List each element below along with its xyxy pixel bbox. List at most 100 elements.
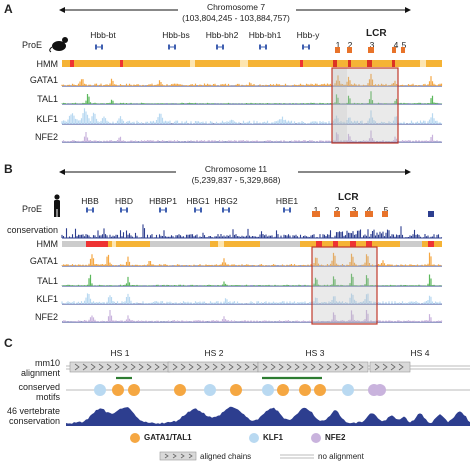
hs-num-a-4: 5 [401, 40, 407, 50]
hs-num-a-3: 4 [393, 40, 399, 50]
lcr-label-a: LCR [366, 28, 387, 39]
gene-marker-a-4-exon-r [308, 44, 310, 50]
track-label-b-2: GATA1 [29, 256, 58, 266]
gene-marker-a-1-exon-l [168, 44, 170, 50]
motif-gata1-7 [277, 384, 289, 396]
gene-marker-b-3-exon-l [194, 207, 196, 213]
gene-marker-a-3-exon-r [265, 44, 267, 50]
hs-site-a-3 [392, 47, 396, 53]
motif-klf1-10 [342, 384, 354, 396]
alignment-chain-arrows-2 [262, 363, 364, 371]
hs-label-c-0: HS 1 [110, 348, 130, 358]
gene-marker-b-2-exon-l [159, 207, 161, 213]
hmm-track-b-segment-2 [112, 241, 116, 247]
hmm-track-a-segment-4 [300, 60, 303, 67]
track-label-a-3: KLF1 [36, 114, 58, 124]
gene-marker-b-3-exon-r [200, 207, 202, 213]
motif-gata1-5 [230, 384, 242, 396]
track-label-b-3: TAL1 [37, 276, 58, 286]
hs-site-b-3 [365, 211, 373, 217]
alignment-chain-3 [369, 361, 411, 373]
row-label-c-motifs: motifs [35, 392, 60, 402]
alignment-chain-arrows-3 [374, 363, 404, 371]
gata1-track-a-signal [61, 73, 443, 86]
alignment-chain-0 [69, 361, 171, 373]
legend-nfe2-dot [311, 433, 321, 443]
gene-label-b-3: HBG1 [186, 196, 210, 206]
hmm-track-b-segment-5 [260, 241, 300, 247]
hmm-track-b-segment-3 [150, 241, 210, 247]
gata1-track-b-signal [61, 252, 443, 266]
hs-label-c-2: HS 3 [305, 348, 325, 358]
tal1-track-b-signal [61, 273, 443, 286]
alignment-chain-arrows-0 [74, 363, 168, 371]
klf1-track-b-signal [61, 293, 443, 304]
alignment-chain-arrows-1 [172, 363, 258, 371]
row-label-c-conservation: conservation [8, 416, 60, 426]
hmm-track-b-segment-10 [400, 241, 422, 247]
motif-gata1-1 [112, 384, 124, 396]
hmm-track-a-segment-9 [420, 60, 426, 67]
panel-a-cell-type: ProE [22, 40, 43, 50]
gene-marker-a-2-exon-l [216, 44, 218, 50]
gene-label-a-3: Hbb-bh1 [248, 30, 282, 40]
gene-marker-b-0-exon-r [92, 207, 94, 213]
hmm-track-a-segment-7 [367, 60, 372, 67]
panel-c-label: C [4, 336, 13, 350]
legend-aligned-label: aligned chains [200, 452, 252, 461]
panel-b-label: B [4, 162, 13, 176]
conservation-track-b-signal [61, 224, 443, 238]
gene-marker-a-1-exon-r [174, 44, 176, 50]
hs-site-a-2 [368, 47, 374, 53]
row-label-c-mm10: mm10 [34, 358, 60, 368]
nfe2-track-a-signal [61, 130, 443, 142]
legend-klf1-dot [249, 433, 259, 443]
panel-b-chromosome: Chromosome 11 [204, 164, 268, 174]
motif-nfe2-12 [374, 384, 386, 396]
hs-num-b-3: 4 [366, 205, 372, 215]
row-label-c-alignment: alignment [20, 368, 60, 378]
motif-gata1-3 [174, 384, 186, 396]
gene-label-b-0: HBB [81, 196, 99, 206]
gene-marker-b-5-exon-l [283, 207, 285, 213]
hs-site-a-1 [347, 47, 352, 53]
human-icon [50, 194, 64, 223]
legend-aligned-arrows [164, 453, 193, 459]
hs-site-b-5 [428, 211, 434, 217]
row-label-c-46vert: 46 vertebrate [6, 406, 60, 416]
panel-a-chromosome: Chromosome 7 [206, 2, 266, 12]
gene-label-a-0: Hbb-bt [90, 30, 116, 40]
gene-label-a-4: Hbb-y [296, 30, 320, 40]
hmm-track-a-segment-8 [392, 60, 395, 67]
legend-nfe2-label: NFE2 [325, 433, 346, 442]
gene-marker-b-1-exon-l [120, 207, 122, 213]
gene-marker-b-2-exon-r [165, 207, 167, 213]
gene-marker-a-3-exon-l [259, 44, 261, 50]
alignment-chain-1 [167, 361, 259, 373]
gene-label-a-1: Hbb-bs [162, 30, 190, 40]
track-label-b-1: HMM [36, 239, 59, 249]
hmm-track-b-base [62, 241, 442, 247]
motif-gata1-2 [128, 384, 140, 396]
hs-site-b-1 [334, 211, 340, 217]
legend-gata1-label: GATA1/TAL1 [144, 433, 192, 442]
track-label-a-1: GATA1 [29, 75, 58, 85]
track-label-a-0: HMM [36, 59, 59, 69]
gene-marker-b-4-exon-r [228, 207, 230, 213]
motif-gata1-9 [314, 384, 326, 396]
hs-num-b-0: 1 [313, 205, 319, 215]
gene-marker-b-5-exon-r [289, 207, 291, 213]
hmm-track-a-segment-3 [240, 60, 248, 67]
hs-num-a-0: 1 [335, 40, 341, 50]
gene-marker-b-4-exon-l [222, 207, 224, 213]
gene-marker-a-0-exon-l [95, 44, 97, 50]
hs-site-a-0 [335, 47, 340, 53]
hmm-track-b-segment-11 [428, 241, 434, 247]
hs-site-a-4 [401, 47, 405, 53]
hmm-track-b-segment-8 [350, 241, 356, 247]
hmm-track-a-segment-2 [190, 60, 195, 67]
gene-label-b-2: HBBP1 [149, 196, 177, 206]
hmm-track-b-segment-6 [316, 241, 322, 247]
gene-marker-a-2-exon-r [222, 44, 224, 50]
gene-marker-a-4-exon-l [302, 44, 304, 50]
